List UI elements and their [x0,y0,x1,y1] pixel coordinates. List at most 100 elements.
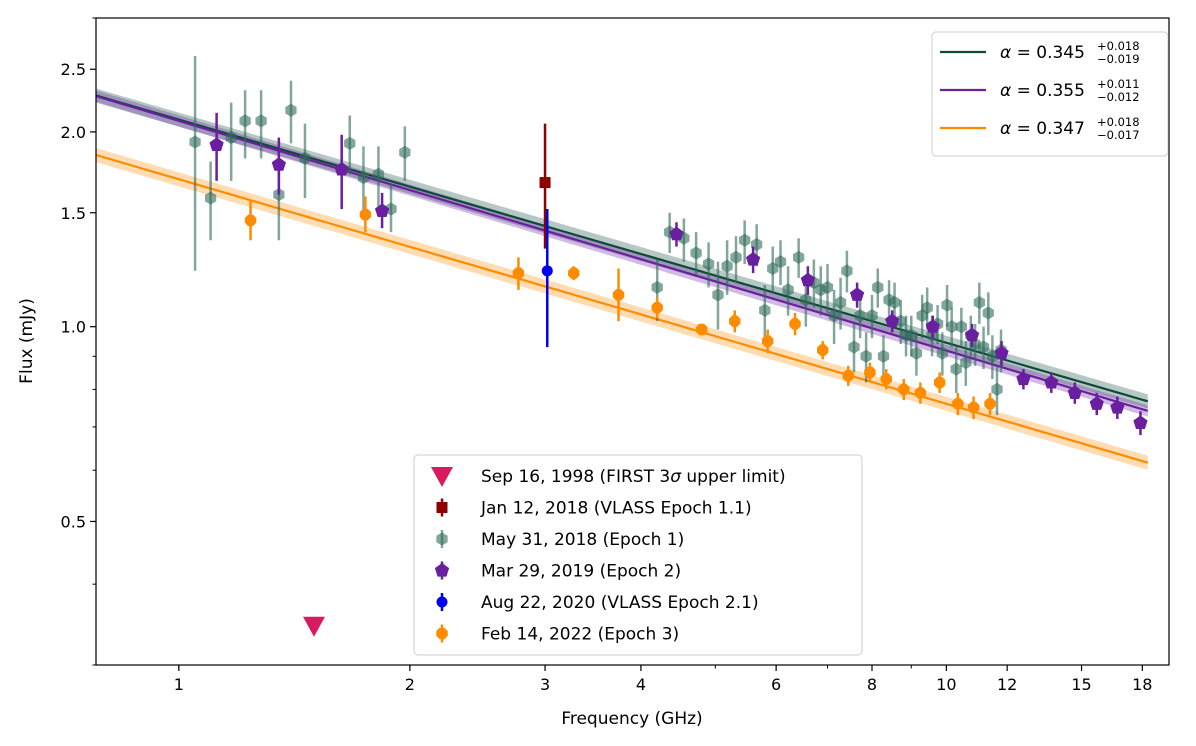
data-point [880,373,892,385]
data-point [344,136,356,150]
data-point [255,114,267,128]
legend-label: Sep 16, 1998 (FIRST 3σ upper limit) [481,467,786,487]
data-point [1110,400,1125,414]
data-point [789,318,801,330]
legend-marker [436,627,448,640]
data-point [1044,374,1059,389]
data-point [712,288,724,302]
data-point [334,161,349,176]
data-point [299,151,311,165]
data-point [669,226,684,241]
legend-label-sigma: σ [670,467,682,487]
legend-marker [431,467,453,487]
data-point [952,398,964,410]
data-point [905,328,917,342]
series-0 [302,616,325,637]
y-axis-label: Flux (mJy) [17,298,37,384]
data-point [964,327,980,342]
axes: 1 2 3 4 6 8 10 12 15 180.51.01.52.02.5 [61,17,1170,694]
y-tick-label: 0.5 [61,512,86,531]
legend-label: Feb 14, 2022 (Epoch 3) [481,625,679,645]
data-point [359,208,372,221]
data-points [189,56,1148,637]
data-point [898,383,910,396]
x-tick-label: 6 [771,675,781,694]
fit-alpha-symbol: α [1000,43,1011,63]
fit-legend-label: α = 0.355 [1000,81,1085,101]
series-1 [539,123,551,249]
fit-alpha-plus: +0.018 [1097,115,1140,129]
data-point [568,267,580,279]
data-point [739,233,751,247]
data-point [977,340,990,354]
data-point [864,366,876,379]
fit-legend-label: α = 0.345 [1000,43,1085,63]
data-point [774,255,787,269]
x-tick-label: 1 [174,675,184,694]
fit-alpha-plus: +0.011 [1097,77,1140,91]
legend-label: Mar 29, 2019 (Epoch 2) [481,562,681,582]
data-legend: Sep 16, 1998 (FIRST 3σ upper limit) Jan 1… [413,454,863,656]
y-tick-label: 1.5 [61,204,86,223]
data-point [821,280,834,294]
data-point [1016,371,1031,386]
data-point [842,369,854,382]
y-tick-label: 2.5 [61,60,86,79]
data-point [244,214,257,227]
data-point [690,246,702,260]
fit-alpha-value: = 0.355 [1011,81,1085,101]
fit-alpha-minus: −0.012 [1097,90,1140,104]
epoch2-fit-line [96,95,1149,412]
y-tick-label: 1.0 [61,318,86,337]
data-point [960,356,972,370]
data-point [885,313,900,328]
data-point [888,295,901,309]
epoch1-fit-line [96,94,1149,403]
data-point [1089,396,1104,410]
data-point [936,346,948,360]
data-point [816,344,829,356]
x-tick-label: 15 [1071,675,1091,694]
data-point [925,319,940,333]
data-point [225,131,237,145]
data-point [189,135,201,149]
data-point [372,167,385,181]
fit-alpha-symbol: α [1000,119,1011,139]
data-point [872,280,884,294]
legend-label-part: upper limit) [681,467,786,487]
data-point [1133,415,1148,429]
data-point [793,250,805,264]
data-point [285,103,297,117]
data-point [374,203,390,217]
data-point [800,272,815,287]
data-point [1067,385,1082,399]
data-point [866,309,878,323]
data-point [651,280,663,294]
x-tick-label: 18 [1132,675,1152,694]
data-point [950,362,962,376]
data-point [877,349,890,363]
data-point [204,191,217,205]
data-point [385,202,397,216]
data-point [967,401,980,414]
x-tick-label: 3 [540,675,550,694]
fit-legend-label: α = 0.347 [1000,119,1085,139]
series-5 [244,196,996,420]
fit-alpha-value: = 0.345 [1011,43,1085,63]
data-point [914,387,927,399]
data-point [302,616,325,637]
data-legend-box [413,454,863,656]
data-point [512,267,525,279]
data-point [841,264,853,278]
data-point [651,301,663,314]
legend-label: Aug 22, 2020 (VLASS Epoch 2.1) [481,593,759,613]
data-point [848,340,860,354]
data-point [991,382,1003,396]
legend-marker [436,502,448,513]
x-tick-label: 12 [997,675,1017,694]
data-point [984,398,996,410]
data-point [702,257,715,271]
fit-alpha-minus: −0.019 [1097,52,1140,66]
data-point [541,265,553,277]
legend-label: May 31, 2018 (Epoch 1) [481,530,684,550]
